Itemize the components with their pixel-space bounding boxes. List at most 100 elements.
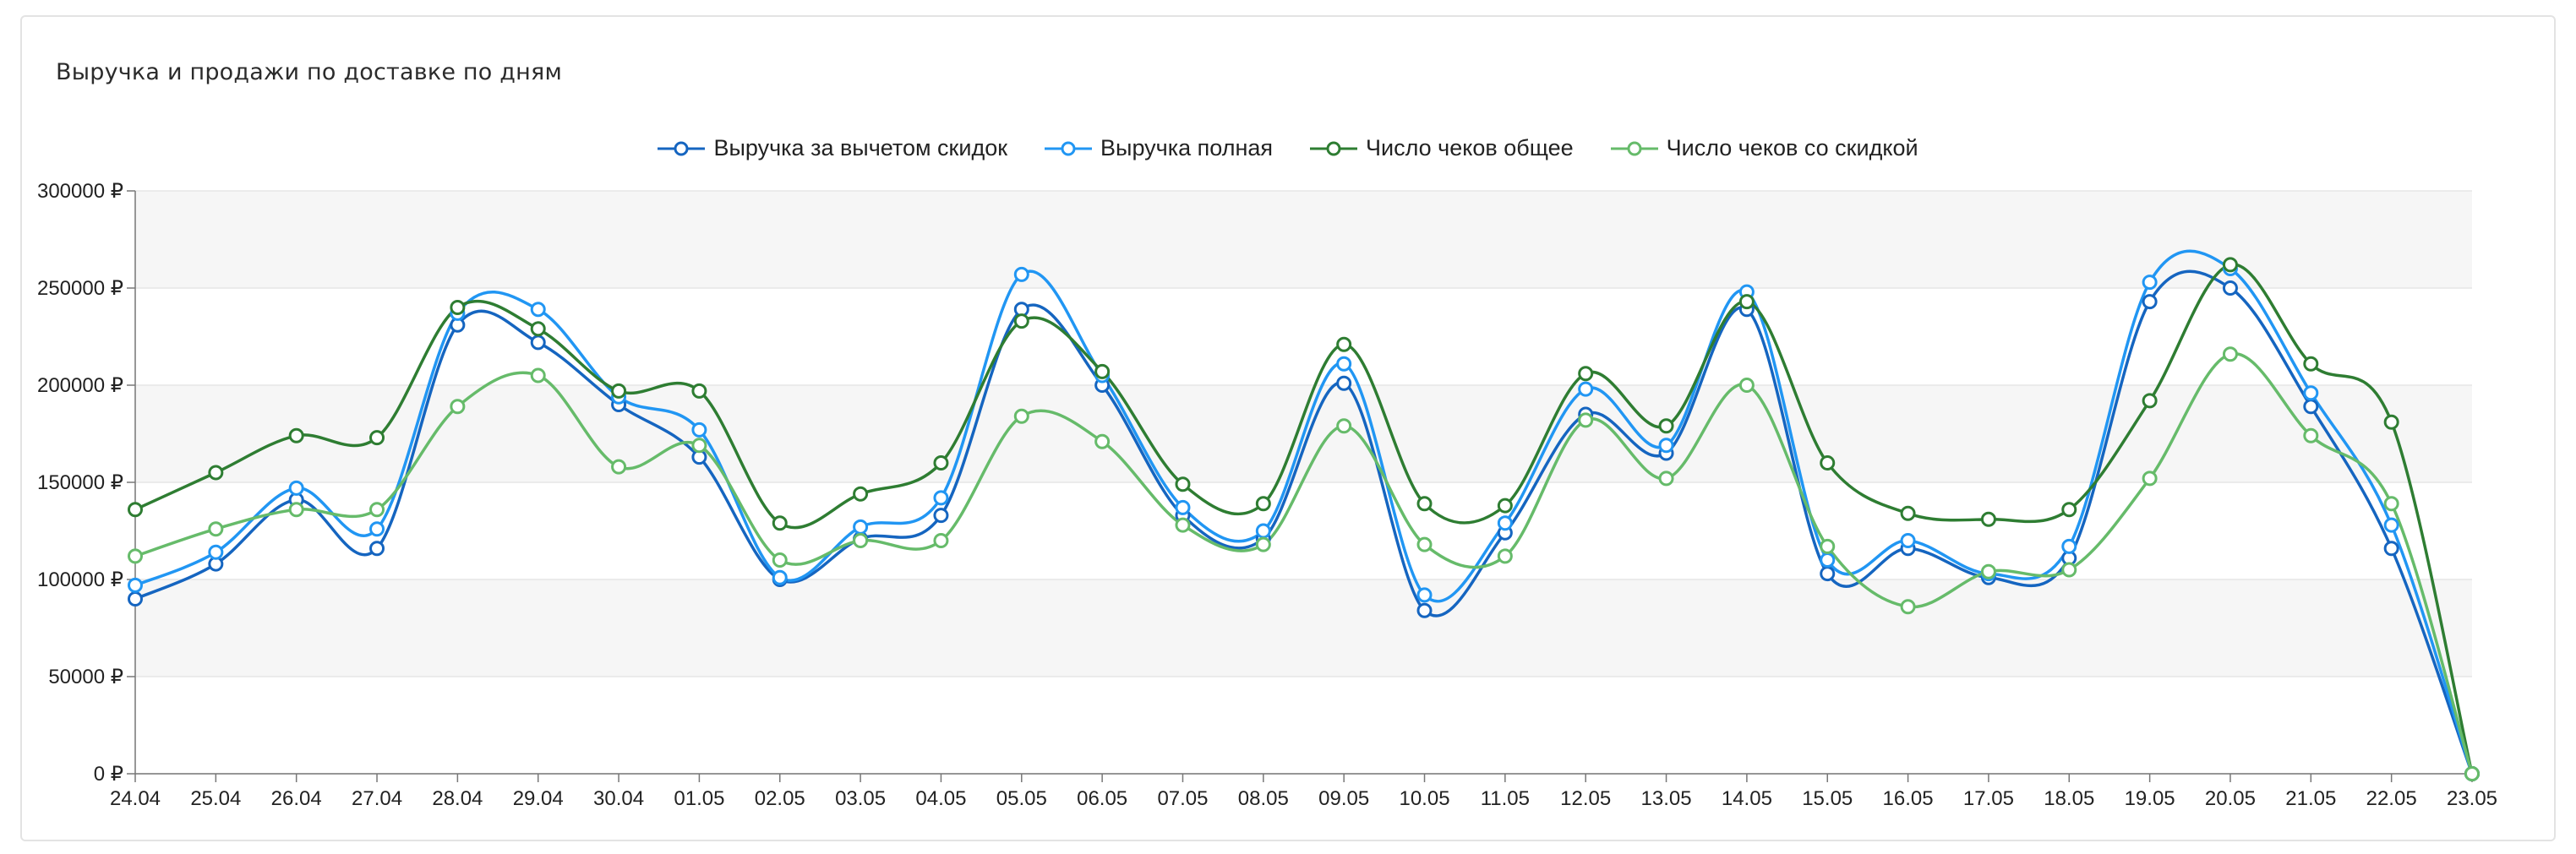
data-point[interactable]	[933, 455, 949, 471]
data-point[interactable]	[1900, 533, 1916, 548]
data-point[interactable]	[1416, 536, 1433, 552]
data-point[interactable]	[1658, 471, 1674, 487]
data-point[interactable]	[2061, 538, 2077, 554]
data-point[interactable]	[2383, 517, 2399, 533]
data-point[interactable]	[288, 502, 304, 518]
data-point[interactable]	[1416, 602, 1433, 618]
data-point[interactable]	[1658, 438, 1674, 454]
data-point[interactable]	[1416, 587, 1433, 603]
data-point[interactable]	[2142, 294, 2158, 310]
data-point[interactable]	[2303, 356, 2319, 372]
legend-label: Выручка полная	[1100, 135, 1273, 160]
data-point[interactable]	[1255, 496, 1271, 512]
data-point[interactable]	[611, 459, 627, 475]
data-point[interactable]	[1013, 408, 1029, 424]
data-point[interactable]	[1738, 378, 1755, 393]
data-point[interactable]	[2303, 427, 2319, 443]
data-point[interactable]	[1658, 418, 1674, 434]
data-point[interactable]	[933, 508, 949, 524]
data-point[interactable]	[1900, 599, 1916, 615]
data-point[interactable]	[1094, 433, 1111, 449]
data-point[interactable]	[128, 591, 143, 607]
data-point[interactable]	[2303, 399, 2319, 415]
data-point[interactable]	[450, 300, 466, 315]
data-point[interactable]	[1738, 294, 1755, 310]
data-point[interactable]	[1336, 418, 1352, 434]
legend-item-2[interactable]: Выручка полная	[1045, 135, 1273, 161]
data-point[interactable]	[208, 465, 224, 481]
data-point[interactable]	[2142, 393, 2158, 409]
data-point[interactable]	[772, 552, 788, 568]
data-point[interactable]	[1820, 552, 1836, 568]
legend-item-4[interactable]: Число чеков со скидкой	[1610, 135, 1918, 161]
data-point[interactable]	[288, 480, 304, 496]
data-point[interactable]	[853, 519, 869, 535]
data-point[interactable]	[530, 335, 546, 351]
data-point[interactable]	[128, 548, 143, 564]
data-point[interactable]	[2222, 257, 2238, 273]
data-point[interactable]	[772, 569, 788, 585]
data-point[interactable]	[1980, 563, 1996, 579]
data-point[interactable]	[530, 302, 546, 318]
data-point[interactable]	[2142, 275, 2158, 291]
data-point[interactable]	[691, 422, 707, 438]
data-point[interactable]	[1900, 505, 1916, 521]
data-point[interactable]	[1820, 538, 1836, 554]
data-point[interactable]	[1497, 515, 1513, 531]
data-point[interactable]	[933, 533, 949, 548]
data-point[interactable]	[530, 367, 546, 383]
data-point[interactable]	[128, 577, 143, 593]
data-point[interactable]	[369, 430, 385, 446]
data-point[interactable]	[208, 544, 224, 560]
data-point[interactable]	[450, 399, 466, 415]
data-point[interactable]	[2222, 346, 2238, 362]
data-point[interactable]	[1336, 336, 1352, 352]
data-point[interactable]	[1336, 356, 1352, 372]
data-point[interactable]	[1578, 366, 1594, 382]
data-point[interactable]	[1578, 381, 1594, 397]
data-point[interactable]	[1497, 548, 1513, 564]
data-point[interactable]	[2383, 496, 2399, 512]
data-point[interactable]	[611, 383, 627, 399]
legend-item-3[interactable]: Число чеков общее	[1310, 135, 1574, 161]
data-point[interactable]	[1820, 566, 1836, 582]
data-point[interactable]	[772, 515, 788, 531]
data-point[interactable]	[853, 533, 869, 548]
x-tick-label: 02.05	[755, 787, 805, 810]
data-point[interactable]	[1255, 536, 1271, 552]
data-point[interactable]	[369, 502, 385, 518]
data-point[interactable]	[1175, 499, 1191, 515]
data-point[interactable]	[369, 541, 385, 557]
legend-item-1[interactable]: Выручка за вычетом скидок	[658, 135, 1007, 161]
data-point[interactable]	[691, 383, 707, 399]
data-point[interactable]	[208, 521, 224, 537]
data-point[interactable]	[1578, 412, 1594, 428]
data-point[interactable]	[1013, 266, 1029, 282]
data-point[interactable]	[1980, 511, 1996, 527]
data-point[interactable]	[2383, 414, 2399, 430]
data-point[interactable]	[1175, 517, 1191, 533]
data-point[interactable]	[1094, 363, 1111, 379]
data-point[interactable]	[1013, 313, 1029, 329]
data-point[interactable]	[1175, 476, 1191, 492]
data-point[interactable]	[2303, 385, 2319, 401]
data-point[interactable]	[530, 321, 546, 337]
data-point[interactable]	[691, 438, 707, 454]
data-point[interactable]	[1497, 498, 1513, 514]
data-point[interactable]	[369, 521, 385, 537]
data-point[interactable]	[1255, 523, 1271, 539]
y-tick-label: 150000 ₽	[37, 471, 123, 494]
data-point[interactable]	[1416, 496, 1433, 512]
data-point[interactable]	[2383, 541, 2399, 557]
data-point[interactable]	[853, 486, 869, 502]
data-point[interactable]	[1820, 455, 1836, 471]
data-point[interactable]	[2061, 562, 2077, 578]
data-point[interactable]	[1336, 375, 1352, 391]
data-point[interactable]	[288, 427, 304, 443]
data-point[interactable]	[2142, 471, 2158, 487]
data-point[interactable]	[2464, 766, 2480, 781]
data-point[interactable]	[2061, 502, 2077, 518]
data-point[interactable]	[128, 502, 143, 518]
data-point[interactable]	[2222, 280, 2238, 296]
data-point[interactable]	[933, 490, 949, 506]
